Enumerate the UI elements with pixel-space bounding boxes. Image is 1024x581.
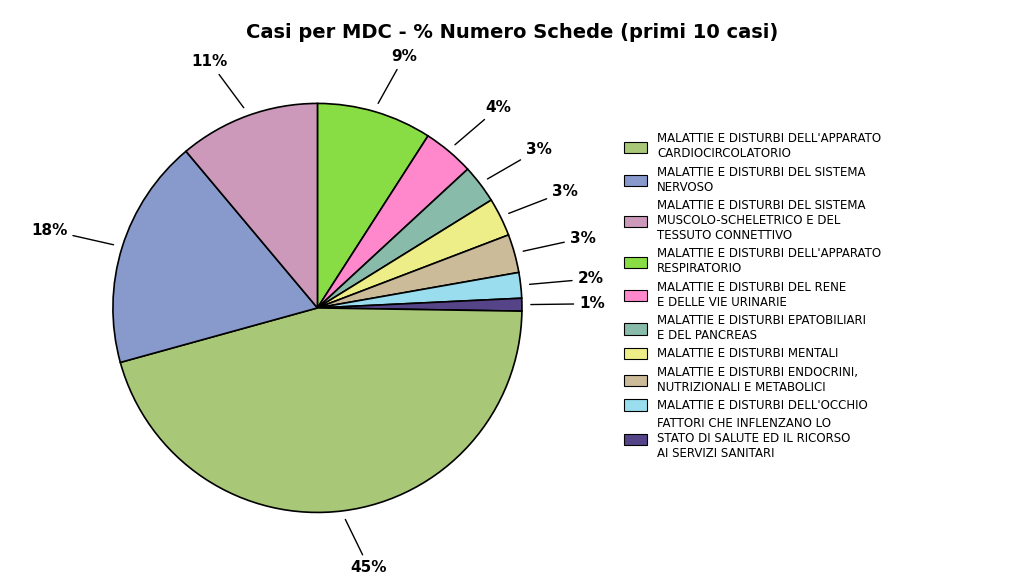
Text: Casi per MDC - % Numero Schede (primi 10 casi): Casi per MDC - % Numero Schede (primi 10… bbox=[246, 23, 778, 42]
Wedge shape bbox=[317, 298, 522, 311]
Text: 3%: 3% bbox=[487, 142, 552, 179]
Text: 45%: 45% bbox=[345, 519, 387, 575]
Text: 4%: 4% bbox=[455, 100, 512, 145]
Wedge shape bbox=[317, 169, 492, 308]
Text: 11%: 11% bbox=[191, 55, 244, 107]
Wedge shape bbox=[317, 272, 521, 308]
Wedge shape bbox=[121, 308, 522, 512]
Text: 3%: 3% bbox=[523, 231, 596, 251]
Wedge shape bbox=[317, 136, 468, 308]
Text: 3%: 3% bbox=[509, 184, 578, 213]
Text: 1%: 1% bbox=[530, 296, 605, 311]
Wedge shape bbox=[317, 103, 428, 308]
Text: 18%: 18% bbox=[31, 223, 114, 245]
Wedge shape bbox=[317, 235, 519, 308]
Text: 2%: 2% bbox=[529, 271, 603, 286]
Wedge shape bbox=[317, 200, 509, 308]
Text: 9%: 9% bbox=[378, 49, 417, 103]
Legend: MALATTIE E DISTURBI DELL'APPARATO
CARDIOCIRCOLATORIO, MALATTIE E DISTURBI DEL SI: MALATTIE E DISTURBI DELL'APPARATO CARDIO… bbox=[621, 129, 885, 464]
Wedge shape bbox=[186, 103, 317, 308]
Wedge shape bbox=[113, 151, 317, 363]
